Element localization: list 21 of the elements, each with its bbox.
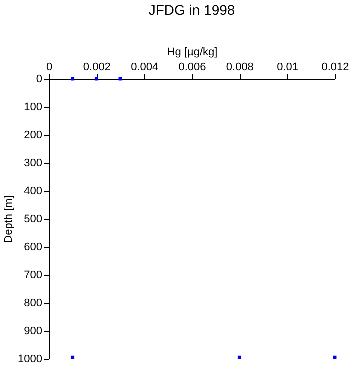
y-tick-label: 500 xyxy=(24,214,42,226)
y-tick-label: 800 xyxy=(24,298,42,310)
x-tick-label: 0.006 xyxy=(178,62,206,74)
y-tick-label: 600 xyxy=(24,242,42,254)
x-tick-label: 0.01 xyxy=(277,62,299,74)
y-axis-title: Depth [m] xyxy=(3,196,16,244)
y-tick-label: 400 xyxy=(24,186,42,198)
chart-title: JFDG in 1998 xyxy=(148,2,236,18)
y-tick-label: 1000 xyxy=(18,354,42,366)
x-tick-label: 0.002 xyxy=(83,62,111,74)
y-tick-label: 200 xyxy=(24,130,42,142)
x-axis-title: Hg [µg/kg] xyxy=(167,46,218,58)
y-tick-label: 900 xyxy=(24,326,42,338)
x-tick-label: 0 xyxy=(46,62,53,74)
x-tick-label: 0.008 xyxy=(226,62,254,74)
x-tick-label: 0.004 xyxy=(131,62,159,74)
y-tick-label: 700 xyxy=(24,270,42,282)
y-tick-label: 100 xyxy=(24,102,42,114)
y-tick-label: 300 xyxy=(24,158,42,170)
y-tick-label: 0 xyxy=(36,74,42,86)
x-tick-label: 0.012 xyxy=(322,62,350,74)
